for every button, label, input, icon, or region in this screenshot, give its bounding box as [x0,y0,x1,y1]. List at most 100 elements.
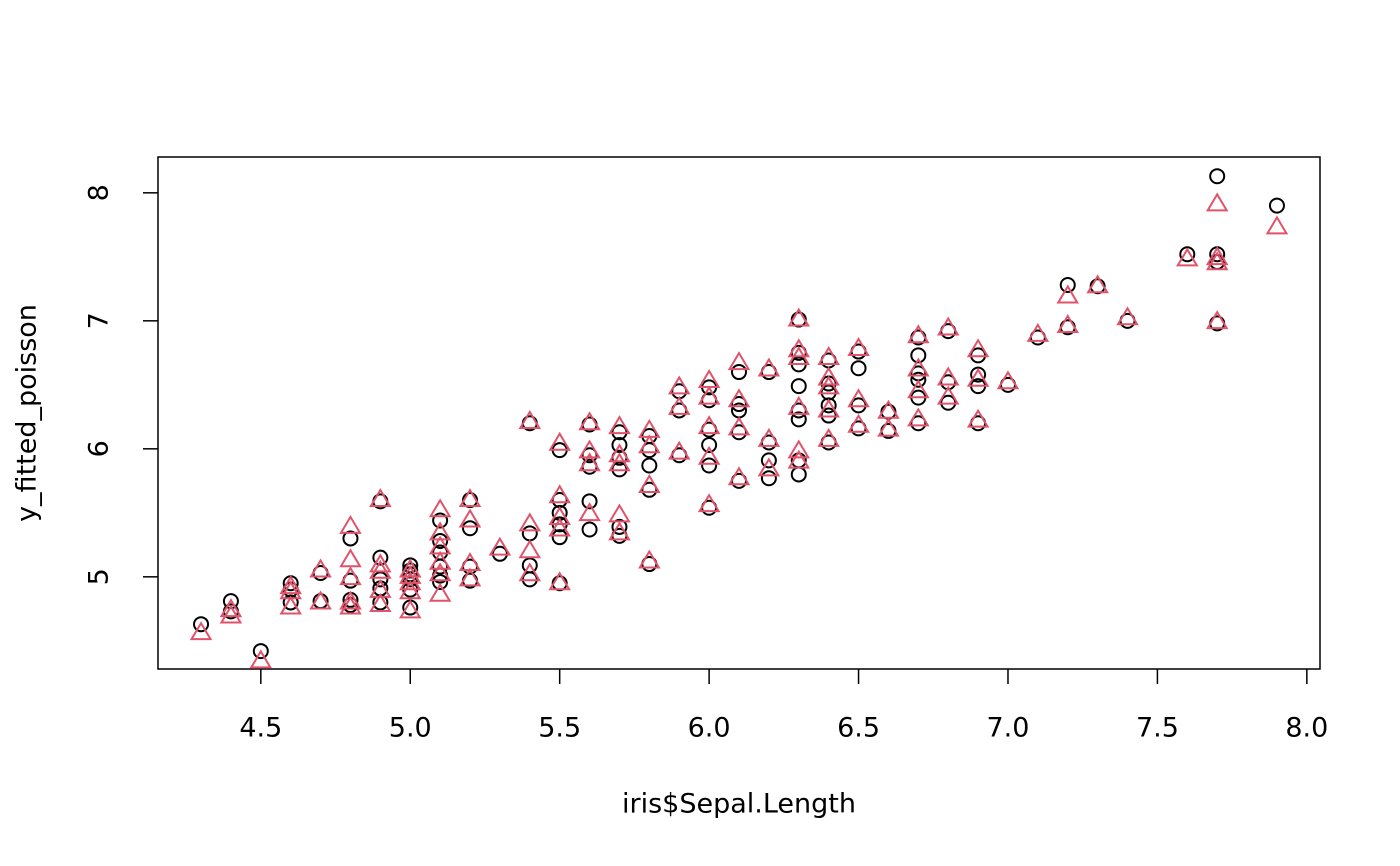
y-tick-label: 5 [84,568,115,585]
y-tick-label: 8 [84,184,115,201]
data-point [518,539,542,559]
data-point [641,442,658,459]
data-point [877,417,900,437]
data-point [369,488,392,508]
data-point [518,512,542,532]
data-point [428,550,452,570]
data-point [697,415,721,435]
data-point [398,558,422,578]
data-point [458,488,482,508]
data-point [727,388,751,408]
x-tick-label: 4.5 [239,713,282,744]
data-point [757,427,781,447]
x-tick-label: 6.5 [837,713,880,744]
data-point [548,571,571,591]
data-point [970,366,987,383]
data-point [817,427,840,447]
data-point [907,357,930,377]
data-point [638,549,661,569]
data-point [966,408,990,428]
data-point [488,536,512,556]
data-point [581,493,598,510]
data-point [731,396,747,413]
data-point [428,562,452,582]
data-point [847,337,870,356]
data-point [279,575,302,595]
data-point [219,604,243,624]
data-point [428,582,452,602]
data-point [787,395,811,415]
data-point [462,520,479,537]
data-point [219,598,243,618]
y-axis-title: y_fitted_poisson [12,304,43,522]
data-point [787,346,811,365]
data-point [787,449,811,469]
data-point [1086,274,1109,294]
data-point [548,517,571,537]
data-point [518,410,542,429]
data-point [1209,168,1226,185]
data-point [369,559,392,579]
data-point [641,481,658,498]
data-point [907,407,930,427]
data-point [372,571,389,588]
data-point [428,498,452,518]
data-point [787,439,811,459]
data-point [667,395,691,415]
data-point [1026,322,1050,342]
data-point [548,484,571,504]
data-point [432,558,449,575]
data-point [279,595,302,615]
data-point [282,594,299,611]
data-point [309,558,332,578]
data-point [847,413,870,433]
data-point [697,493,721,513]
data-point [910,371,927,388]
x-tick-label: 7.5 [1136,713,1179,744]
data-point [697,445,721,465]
data-point [548,506,571,525]
data-point [910,415,927,432]
data-point [936,316,960,336]
data-point [731,364,747,381]
data-point [638,434,661,454]
data-point [701,457,718,474]
data-point [252,643,269,660]
x-tick-label: 7.0 [987,713,1030,744]
data-point [398,580,422,600]
data-point [817,366,840,386]
y-tick-label: 6 [84,440,115,457]
data-point [458,567,482,587]
data-point [1116,306,1139,326]
data-point [907,324,930,344]
data-point [581,521,598,538]
data-point [820,397,837,414]
data-point [521,525,538,542]
x-tick-label: 5.0 [389,713,432,744]
data-point [850,360,867,377]
data-point [578,502,601,522]
data-point [760,470,777,487]
data-point [398,571,422,591]
data-point [339,514,362,534]
data-point [727,416,751,436]
data-point [432,573,449,590]
data-point [432,533,449,549]
data-point [817,398,840,418]
data-point [667,440,691,460]
data-point [641,457,658,474]
data-point [727,466,751,486]
data-point [1179,246,1196,263]
data-point [432,512,449,529]
data-point [372,549,389,566]
data-point [787,338,811,358]
data-point [578,411,601,431]
plot-frame [157,156,1321,670]
data-point [369,593,392,612]
data-point [578,452,601,472]
x-tick-label: 8.0 [1285,713,1328,744]
data-point [458,508,482,528]
data-point [578,439,601,459]
data-point [1205,310,1229,330]
